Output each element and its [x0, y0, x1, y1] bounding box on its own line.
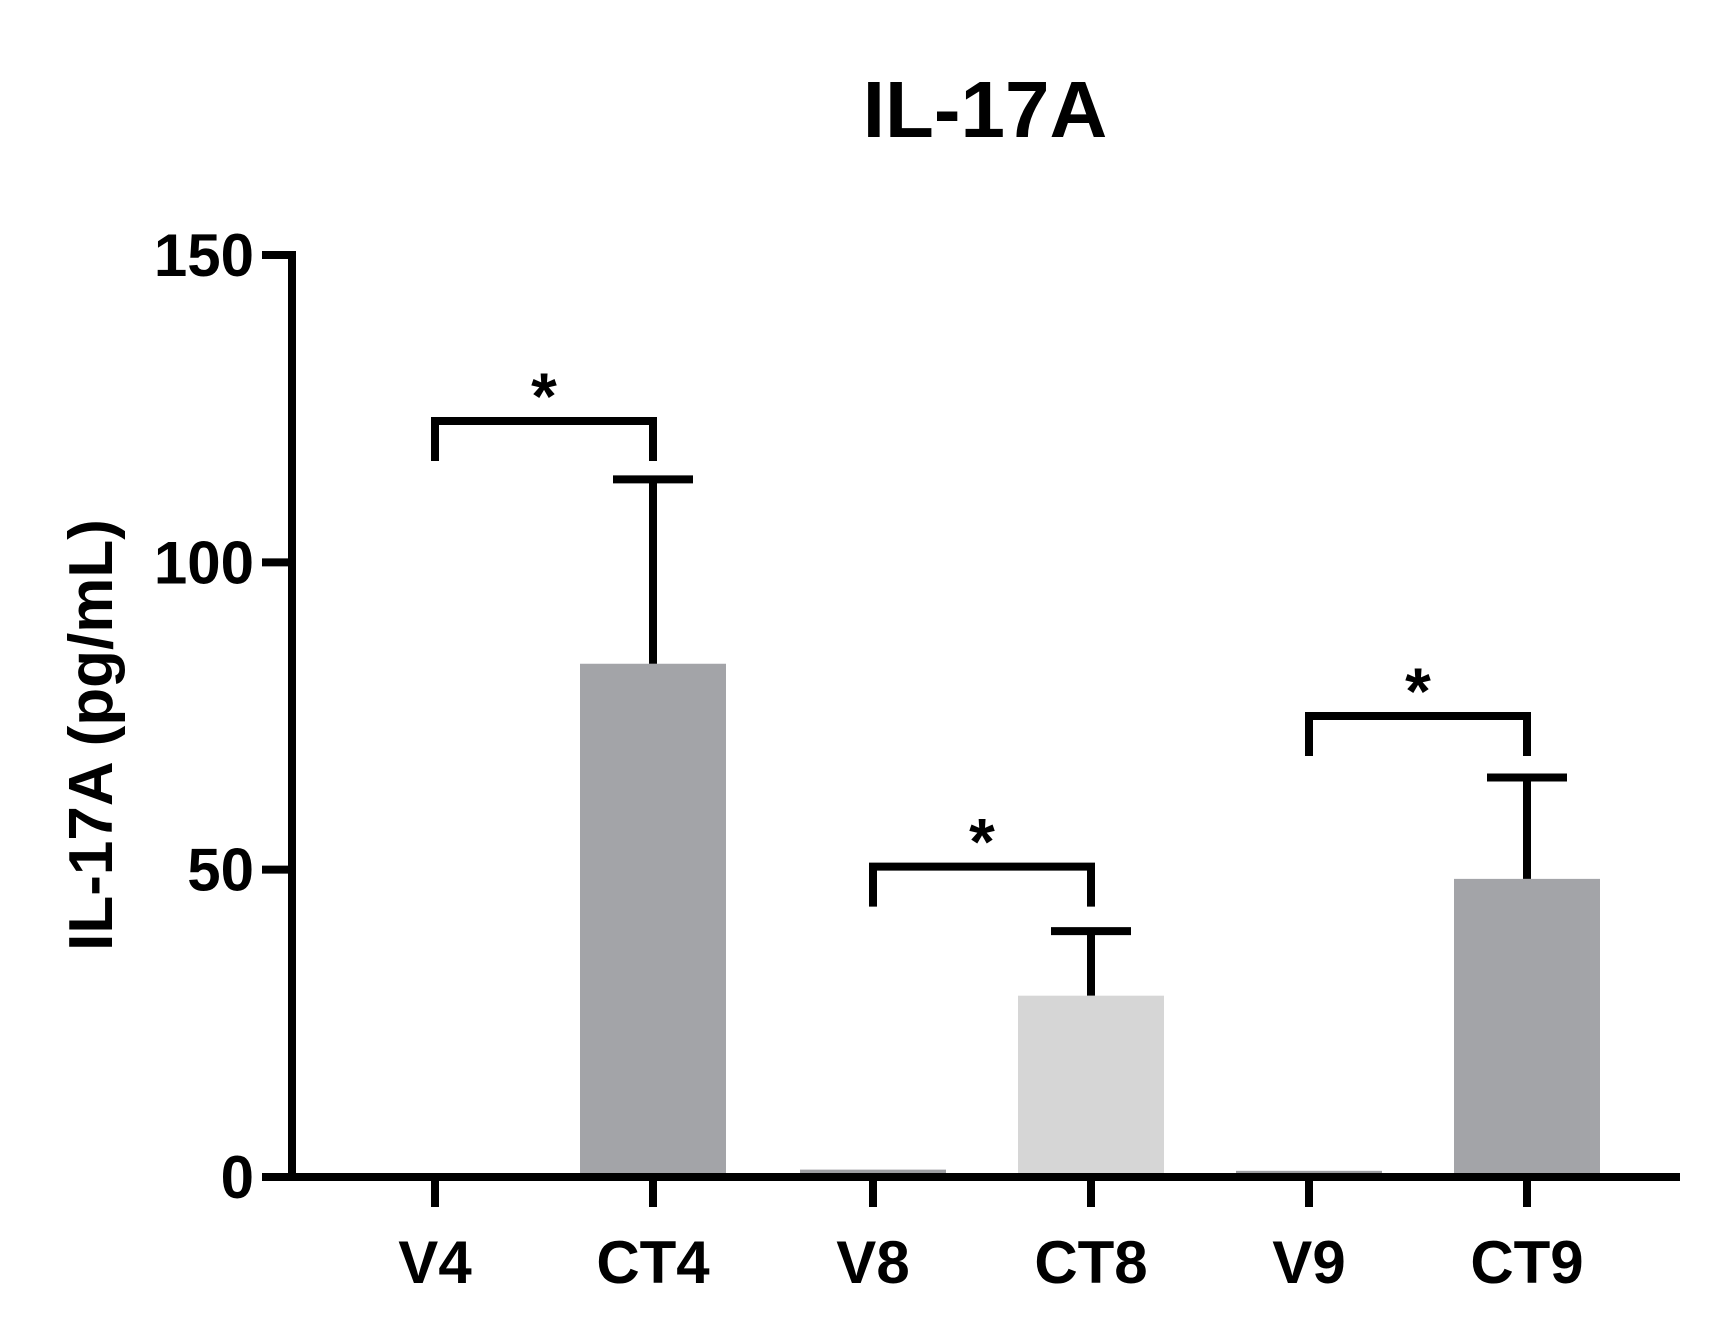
bar-ct4 [580, 663, 726, 1177]
error-bar-ct8 [1051, 927, 1131, 996]
x-tick-label-v4: V4 [398, 1229, 472, 1296]
x-tick-label-ct4: CT4 [596, 1229, 710, 1296]
significance-star: * [1405, 654, 1431, 728]
significance-v9-ct9: * [1305, 654, 1531, 756]
bar-ct8 [1018, 995, 1164, 1177]
axes-layer: 0 50 100 150 V4 CT4 V8 CT8 V9 CT9 [154, 222, 1680, 1296]
error-bars-layer [613, 475, 1567, 996]
bars-layer [362, 663, 1600, 1177]
x-tick-label-v8: V8 [836, 1229, 909, 1296]
significance-star: * [531, 359, 557, 433]
x-tick-label-ct9: CT9 [1470, 1229, 1583, 1296]
significance-bracket [869, 862, 1095, 907]
y-tick-label-100: 100 [154, 529, 254, 596]
significance-v8-ct8: * [869, 805, 1095, 907]
significance-bracket [1305, 712, 1531, 756]
y-axis-label: IL-17A (pg/mL) [57, 519, 126, 951]
significance-bracket [431, 416, 657, 461]
x-tick-label-v9: V9 [1272, 1229, 1345, 1296]
y-tick-label-50: 50 [187, 837, 254, 904]
significance-star: * [969, 805, 995, 879]
significance-v4-ct4: * [431, 359, 657, 461]
significance-layer: * * * [431, 359, 1531, 907]
x-tick-label-ct8: CT8 [1034, 1229, 1147, 1296]
y-tick-label-0: 0 [221, 1144, 254, 1211]
bar-ct9 [1454, 878, 1600, 1177]
error-bar-ct9 [1487, 773, 1567, 879]
y-tick-label-150: 150 [154, 222, 254, 289]
error-bar-ct4 [613, 475, 693, 664]
chart-title: IL-17A [863, 65, 1108, 154]
